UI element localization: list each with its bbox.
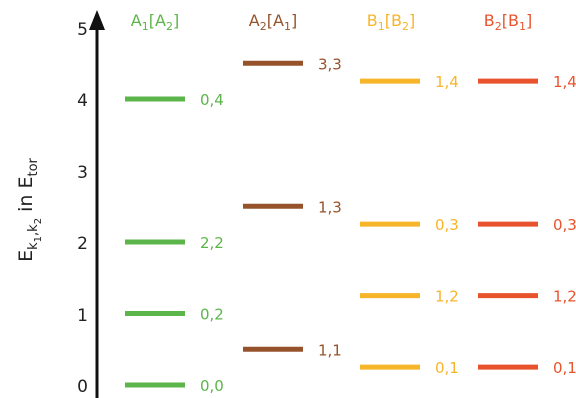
axis-title-sub2-index: 2 bbox=[33, 218, 44, 224]
energy-level-label: 0,3 bbox=[553, 216, 576, 234]
column-header-a2: A2[A1] bbox=[249, 11, 297, 33]
energy-level-label: 0,1 bbox=[435, 359, 459, 377]
tick-label-1: 1 bbox=[77, 306, 88, 326]
axis-title-sub1-index: 1 bbox=[33, 236, 44, 242]
axis-title-sub2: k bbox=[26, 224, 41, 232]
energy-level-label: 1,2 bbox=[553, 288, 576, 306]
energy-level-label: 1,3 bbox=[318, 198, 342, 216]
energy-levels: 0,0 0,2 2,2 0,4 1,1 1,3 3,3 0,1 1,2 0,3 1,4 0,1 1,2 0… bbox=[125, 55, 576, 395]
axis-title-main: E bbox=[15, 250, 37, 262]
energy-level-label: 0,1 bbox=[553, 359, 576, 377]
column-header-a1: A1[A2] bbox=[131, 11, 179, 33]
axis-arrow-icon bbox=[89, 10, 105, 30]
energy-level-label: 1,2 bbox=[435, 288, 459, 306]
energy-level-label: 1,4 bbox=[553, 73, 576, 91]
energy-level-label: 2,2 bbox=[200, 234, 224, 252]
energy-level-label: 0,0 bbox=[200, 377, 224, 395]
energy-level-label: 0,3 bbox=[435, 216, 459, 234]
axis-title-comma: , bbox=[26, 232, 41, 236]
energy-level-label: 0,2 bbox=[200, 306, 224, 324]
tick-label-4: 4 bbox=[77, 91, 88, 111]
column-header-b2: B2[B1] bbox=[484, 11, 532, 33]
axis-title-in: in E bbox=[15, 177, 37, 218]
column-header-b1: B1[B2] bbox=[367, 11, 415, 33]
energy-level-label: 1,4 bbox=[435, 73, 459, 91]
axis-title-sub1: k bbox=[26, 242, 41, 250]
axis-title: Ek1,k2 in Etor bbox=[15, 157, 44, 261]
axis-title-unit-sub: tor bbox=[26, 157, 41, 176]
tick-label-5: 5 bbox=[77, 20, 88, 40]
tick-label-0: 0 bbox=[77, 377, 88, 397]
energy-level-label: 1,1 bbox=[318, 341, 342, 359]
tick-label-2: 2 bbox=[77, 234, 88, 254]
energy-level-label: 0,4 bbox=[200, 91, 224, 109]
tick-label-3: 3 bbox=[77, 163, 88, 183]
energy-level-label: 3,3 bbox=[318, 55, 342, 73]
